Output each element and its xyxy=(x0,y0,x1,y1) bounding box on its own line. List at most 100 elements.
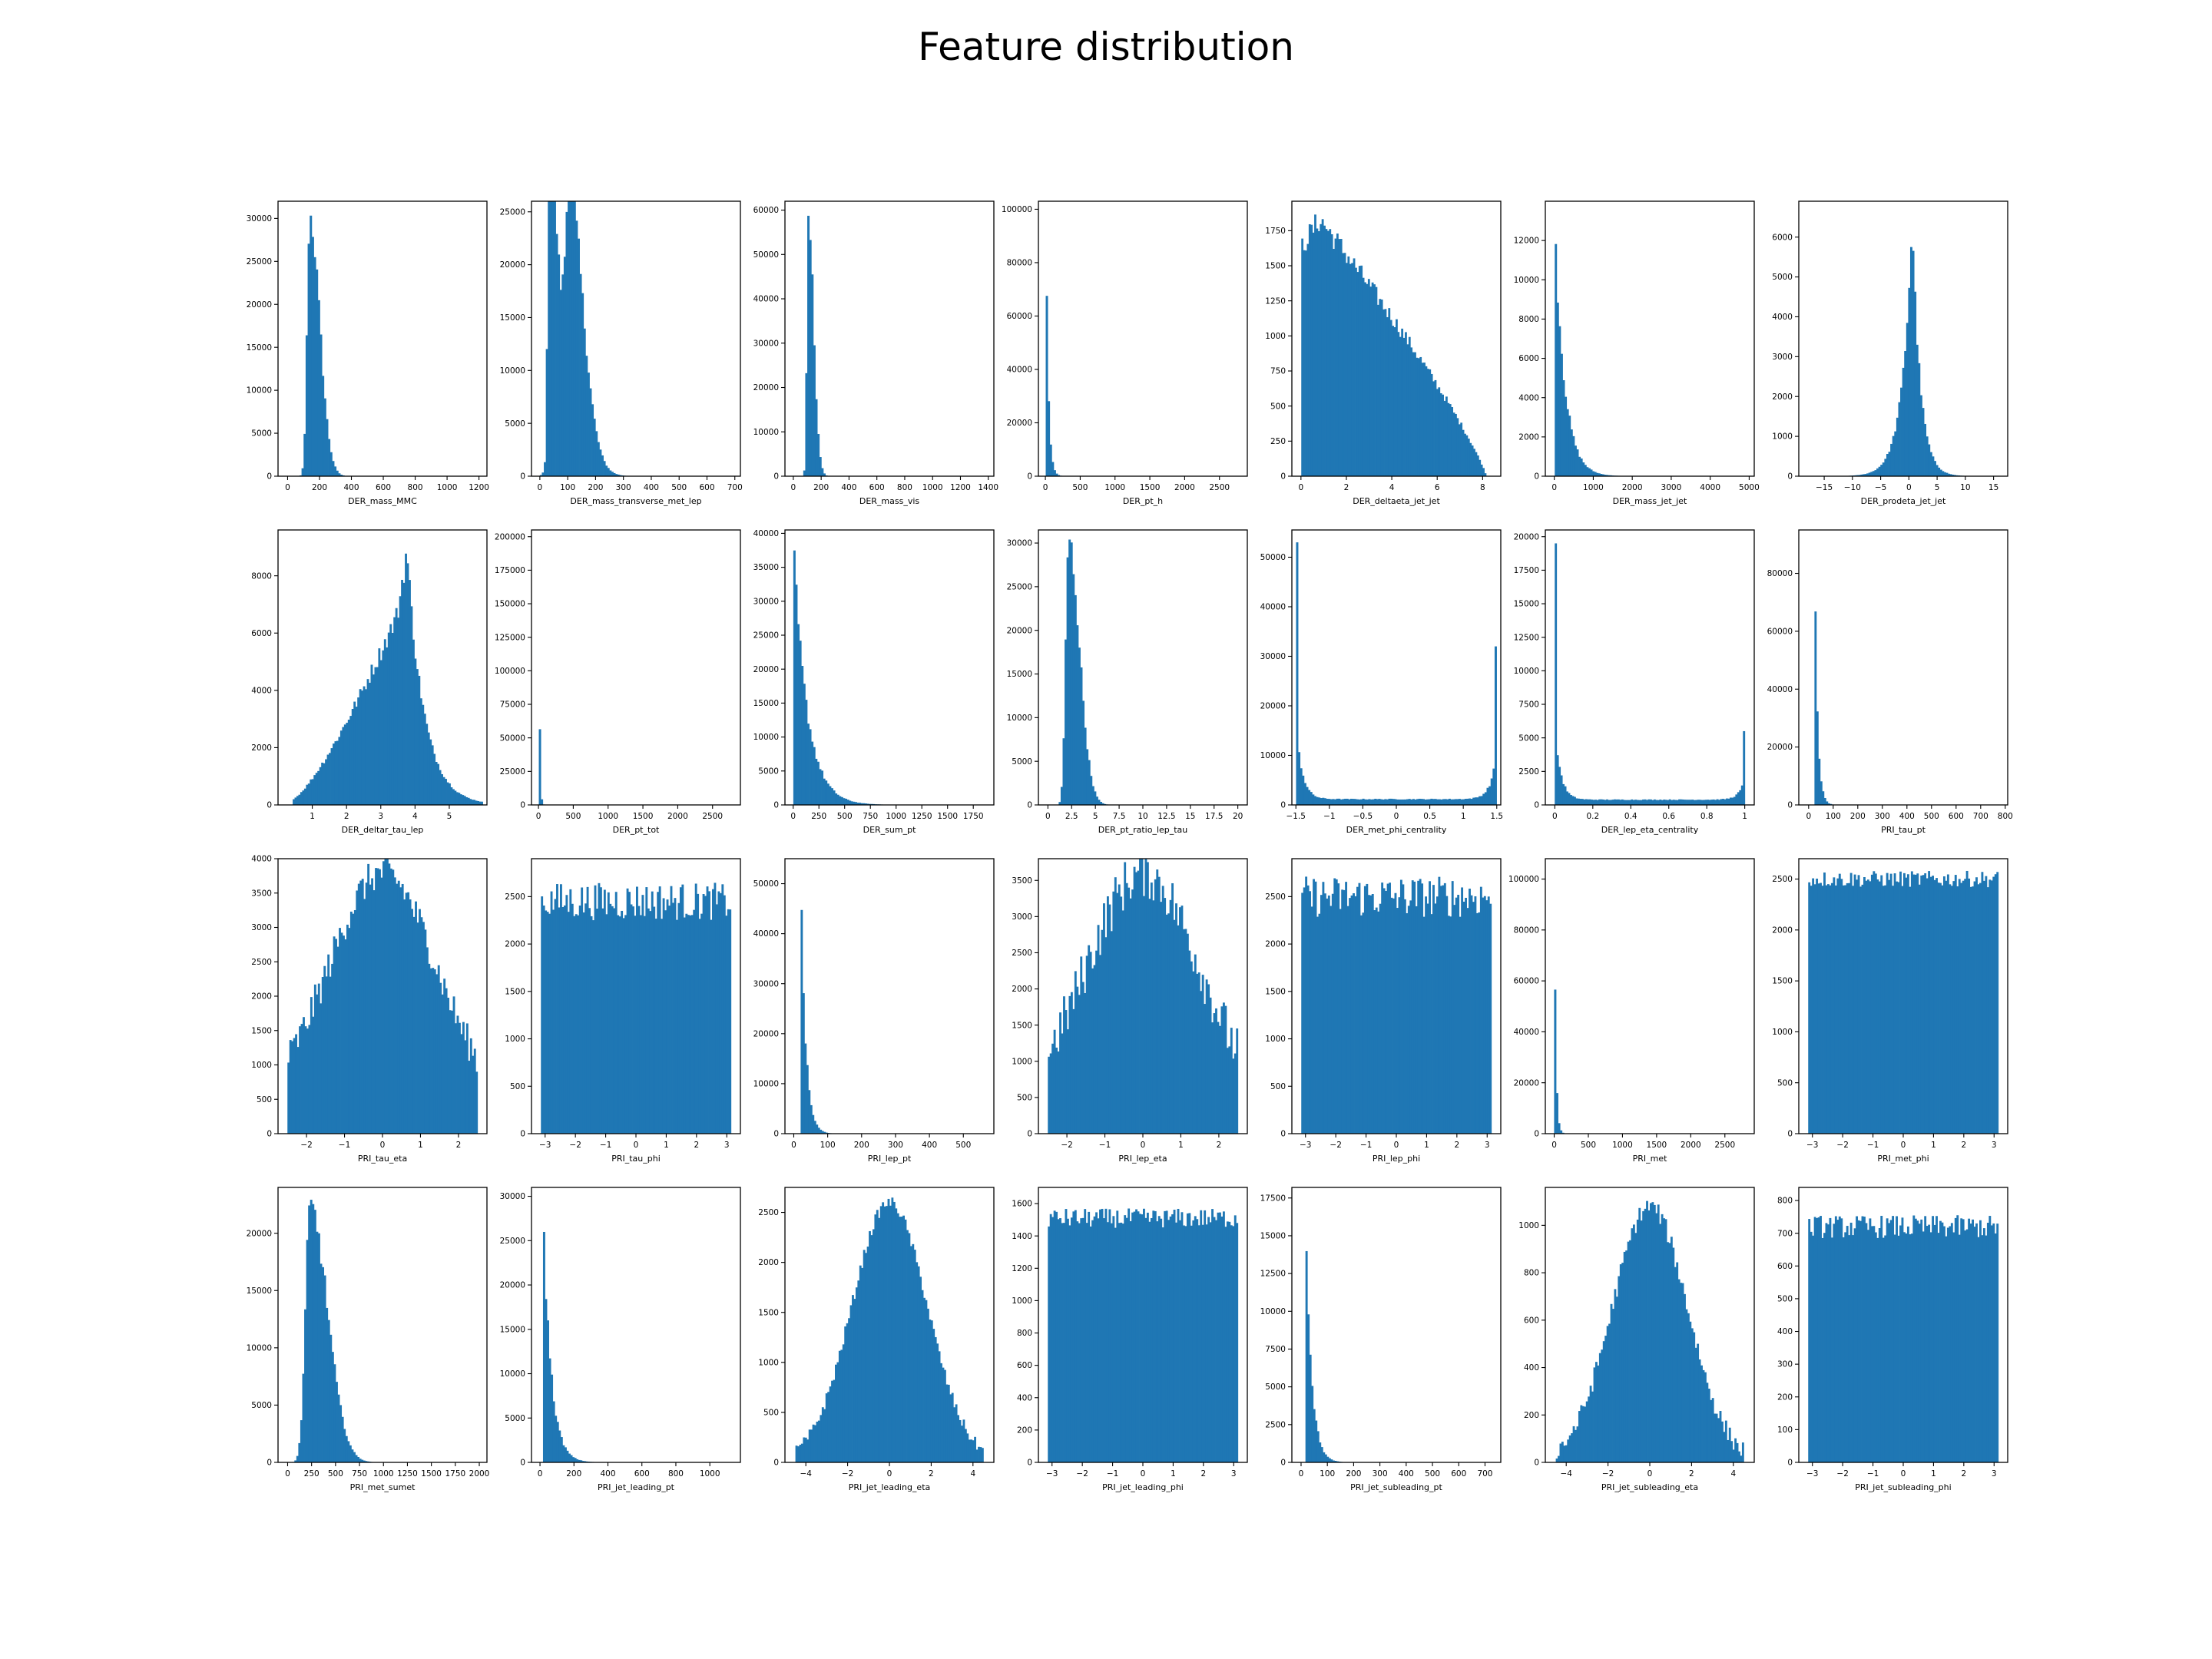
histogram-bar xyxy=(568,1453,571,1462)
y-tick-label: 5000 xyxy=(1772,273,1793,282)
histogram-bar xyxy=(1975,877,1978,1134)
histogram-bar xyxy=(1108,904,1111,1134)
histogram-bar xyxy=(569,201,572,476)
y-tick-label: 40000 xyxy=(1260,603,1286,612)
histogram-bar xyxy=(808,1090,811,1134)
histogram-bar xyxy=(581,293,584,476)
histogram-bar xyxy=(1681,1283,1684,1462)
histogram-bar xyxy=(1128,1208,1131,1462)
histogram-bar xyxy=(1211,1022,1214,1134)
histogram-bar xyxy=(840,796,843,805)
histogram-bar xyxy=(369,682,371,805)
histogram-bar xyxy=(854,802,857,805)
histogram-bar xyxy=(463,796,466,805)
y-tick-label: 80000 xyxy=(1514,926,1539,935)
histogram-bar xyxy=(301,468,304,476)
histogram-bar xyxy=(1445,896,1449,1134)
histogram-bar xyxy=(1617,799,1620,805)
x-tick-label: 0 xyxy=(1551,1141,1557,1150)
histogram-bar xyxy=(1876,468,1879,476)
histogram-bar xyxy=(1873,1226,1876,1462)
histogram-bar xyxy=(1438,876,1441,1134)
histogram-bar xyxy=(972,1440,975,1462)
histogram-bar xyxy=(363,1460,366,1462)
y-tick-label: 4000 xyxy=(251,855,272,864)
histogram-bar xyxy=(1994,1233,1997,1462)
histogram-bar xyxy=(1452,412,1455,476)
x-tick-label: −4 xyxy=(800,1469,812,1479)
histogram-bar xyxy=(310,215,313,476)
histogram-bar xyxy=(465,796,469,805)
histogram-bar xyxy=(1182,1225,1185,1462)
histogram-bar xyxy=(1474,896,1477,1134)
histogram-bar xyxy=(1177,925,1180,1134)
histogram-bar xyxy=(1817,883,1820,1134)
histogram-bar xyxy=(1571,1433,1574,1462)
y-tick-label: 17500 xyxy=(1514,566,1539,575)
histogram-bar xyxy=(1358,799,1361,805)
histogram-bar xyxy=(551,1374,554,1462)
y-tick-label: 2500 xyxy=(505,892,525,902)
y-tick-label: 60000 xyxy=(753,206,779,215)
x-tick-label: 5000 xyxy=(1739,483,1760,492)
histogram-bar xyxy=(1400,799,1403,805)
histogram-bar xyxy=(609,470,612,476)
histogram-bar xyxy=(1706,1382,1709,1462)
y-tick-label: 2500 xyxy=(758,1208,779,1217)
x-tick-label: 3 xyxy=(1992,1469,1997,1479)
histogram-bar xyxy=(1588,799,1591,805)
histogram-bar xyxy=(805,700,808,805)
histogram-bar xyxy=(895,1208,898,1462)
histogram-bar xyxy=(1121,1224,1124,1462)
histogram-bar xyxy=(1584,799,1588,805)
x-tick-label: 0 xyxy=(1394,1141,1399,1150)
histogram-bar xyxy=(412,639,415,805)
histogram-bar xyxy=(810,1429,813,1462)
histogram-bar xyxy=(889,1205,892,1462)
y-tick-label: 5000 xyxy=(758,767,779,776)
histogram-bar xyxy=(1870,472,1873,476)
histogram-bar xyxy=(1367,895,1370,1134)
histogram-bar xyxy=(1066,1218,1069,1462)
histogram-bar xyxy=(575,220,578,476)
histogram-bar xyxy=(1882,1237,1885,1462)
histogram-bar xyxy=(621,910,624,1134)
histogram-bar xyxy=(1386,883,1389,1134)
histogram-bar xyxy=(1632,800,1635,805)
histogram-bar xyxy=(1072,1211,1075,1462)
histogram-bar xyxy=(1872,471,1875,476)
x-tick-label: 2500 xyxy=(1209,483,1230,492)
histogram-bar xyxy=(1430,798,1433,805)
histogram-bar xyxy=(1313,796,1316,805)
histogram-bar xyxy=(1456,799,1459,805)
y-tick-label: 3000 xyxy=(1012,912,1032,922)
histogram-bar xyxy=(812,1424,815,1462)
x-tick-label: 0 xyxy=(1141,1141,1146,1150)
y-tick-label: 20000 xyxy=(753,665,779,674)
histogram-bar xyxy=(1378,799,1381,805)
histogram-bar xyxy=(1556,755,1559,805)
x-tick-label: 200 xyxy=(312,483,327,492)
histogram-bar xyxy=(674,898,677,1134)
histogram-bar xyxy=(1682,800,1684,805)
histogram-bar xyxy=(1057,1051,1060,1134)
histogram-bar xyxy=(1055,473,1058,476)
histogram-bar xyxy=(1049,1214,1052,1462)
x-tick-label: 17.5 xyxy=(1205,812,1223,821)
histogram-bar xyxy=(566,1450,569,1462)
histogram-bar xyxy=(1322,882,1325,1134)
y-tick-label: 15000 xyxy=(247,1286,272,1296)
histogram-bar xyxy=(353,701,356,805)
histogram-bar xyxy=(706,886,709,1134)
histogram-bar xyxy=(568,201,571,476)
histogram-bar xyxy=(1133,866,1136,1134)
histogram-bar xyxy=(1434,379,1437,476)
histogram-bar xyxy=(1307,1314,1310,1462)
histogram-bar xyxy=(1693,1332,1696,1462)
x-tick-label: 1000 xyxy=(1583,483,1604,492)
histogram-bar xyxy=(1171,882,1174,1134)
histogram-bar xyxy=(1704,800,1707,805)
histogram-bar xyxy=(312,1204,315,1462)
histogram-bar xyxy=(1074,1210,1077,1462)
histogram-bar xyxy=(1076,986,1079,1134)
